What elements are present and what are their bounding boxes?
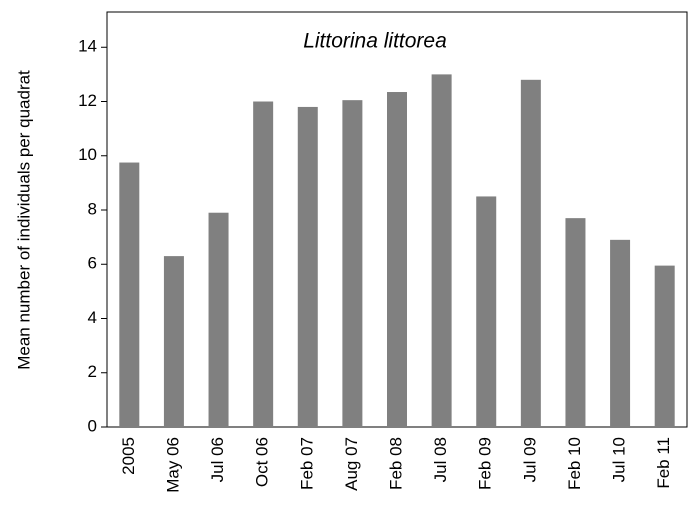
y-tick-label: 2 [88, 362, 97, 381]
x-tick-label: Jul 06 [208, 437, 227, 482]
x-tick-label: Jul 08 [431, 437, 450, 482]
y-tick-label: 0 [88, 416, 97, 435]
y-tick-label: 6 [88, 254, 97, 273]
bar [476, 196, 497, 427]
x-tick-label: Aug 07 [342, 437, 361, 491]
y-tick-label: 8 [88, 199, 97, 218]
bar [297, 106, 318, 428]
x-tick-label: Feb 11 [654, 437, 673, 489]
bar [253, 101, 274, 428]
y-tick-label: 4 [88, 308, 97, 327]
bar [520, 79, 541, 427]
x-tick-label: Feb 09 [476, 437, 495, 490]
y-tick-label: 14 [78, 37, 97, 56]
x-tick-label: Oct 06 [253, 437, 272, 487]
x-tick-label: Jul 09 [520, 437, 539, 482]
bar [208, 212, 229, 427]
chart-title: Littorina littorea [303, 30, 447, 53]
bar [654, 265, 675, 427]
x-tick-label: Feb 08 [386, 437, 405, 490]
x-tick-label: 2005 [119, 437, 138, 475]
bar [387, 92, 407, 427]
y-axis-label: Mean number of individuals per quadrat [14, 70, 33, 370]
bar [610, 239, 631, 427]
y-tick-label: 12 [78, 91, 97, 110]
bar [565, 218, 586, 427]
bar [342, 100, 363, 427]
x-tick-label: Feb 07 [297, 437, 316, 490]
x-tick-label: Jul 10 [610, 437, 629, 482]
x-tick-label: Feb 10 [565, 437, 584, 490]
x-tick-label: May 06 [163, 437, 182, 493]
bar [163, 256, 184, 427]
y-tick-label: 10 [78, 145, 97, 164]
bar [119, 162, 140, 427]
bar [431, 74, 452, 427]
